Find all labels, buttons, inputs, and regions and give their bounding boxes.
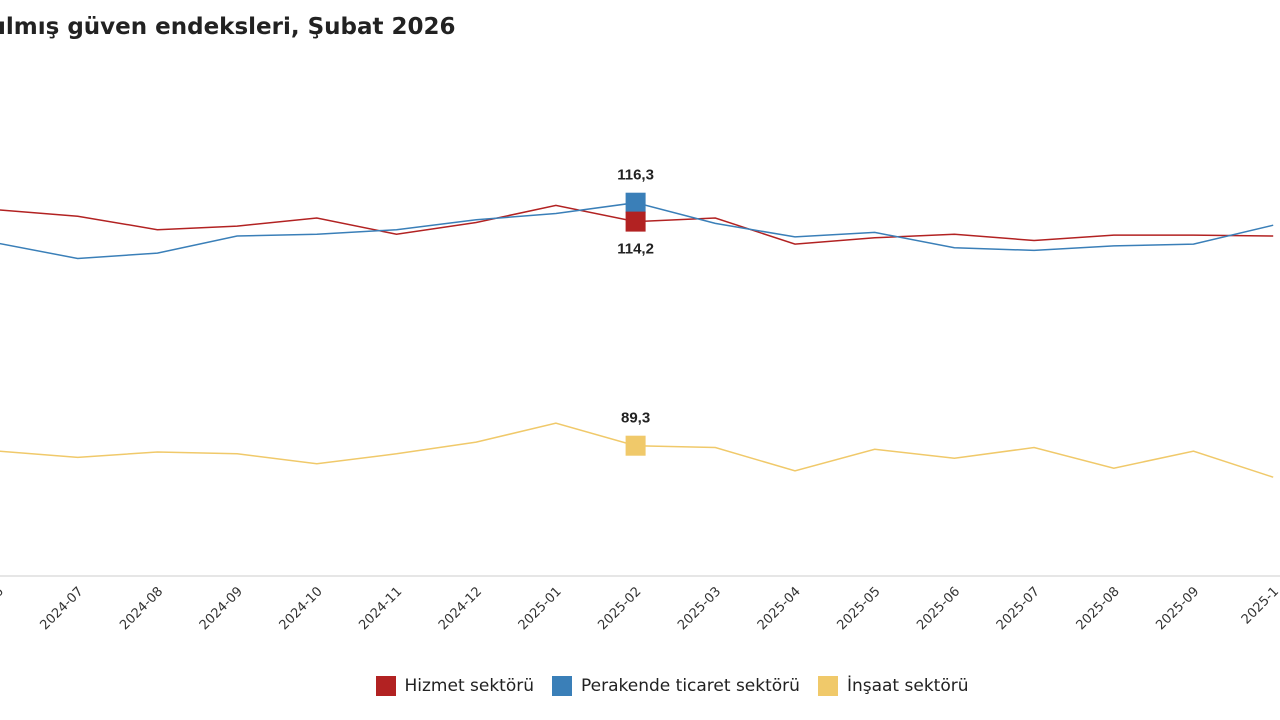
legend-item-hizmet[interactable]: Hizmet sektörü [375, 676, 535, 696]
x-tick-label: 2025-01 [516, 584, 565, 633]
x-tick-label: 2025-07 [994, 584, 1043, 633]
highlight-marker-0[interactable] [625, 192, 646, 213]
x-tick-label: 2024-10 [277, 584, 326, 633]
x-tick-label: 4-06 [0, 584, 7, 615]
x-tick-label: 2024-07 [38, 584, 87, 633]
legend-item-insaat[interactable]: İnşaat sektörü [817, 676, 969, 696]
x-tick-label: 2025-05 [835, 584, 884, 633]
data-label-2: 89,3 [621, 410, 650, 427]
legend-label-insaat: İnşaat sektörü [846, 676, 969, 696]
x-tick-label: 2025-03 [675, 584, 724, 633]
legend-label-perakende: Perakende ticaret sektörü [581, 676, 800, 696]
x-tick-label: 2025-08 [1074, 584, 1123, 633]
marker-layer: 116,3 114,2 89,3 [617, 167, 654, 456]
x-tick-label: 2025-04 [755, 584, 804, 633]
legend: Hizmet sektörü Perakende ticaret sektörü… [0, 676, 1280, 696]
chart-title: ılmış güven endeksleri, Şubat 2026 [0, 14, 456, 40]
data-label-0: 116,3 [617, 167, 654, 184]
x-tick-label: 2025-1 [1239, 584, 1280, 627]
x-tick-label: 2024-12 [436, 584, 485, 633]
x-tick-label: 2024-08 [117, 584, 166, 633]
x-tick-label: 2024-09 [197, 584, 246, 633]
legend-swatch-perakende [552, 676, 573, 696]
x-tick-label: 2025-06 [914, 584, 963, 633]
data-label-1: 114,2 [617, 241, 654, 258]
legend-swatch-hizmet [375, 676, 396, 696]
x-tick-label: 2024-11 [356, 584, 405, 633]
legend-swatch-insaat [817, 676, 838, 696]
highlight-marker-1[interactable] [625, 211, 646, 232]
highlight-marker-2[interactable] [625, 435, 646, 456]
legend-item-perakende[interactable]: Perakende ticaret sektörü [552, 676, 800, 696]
x-tick-labels: 4-06 2024-07 2024-08 2024-09 2024-10 2024-11 2… [0, 584, 1280, 633]
legend-label-hizmet: Hizmet sektörü [404, 676, 535, 696]
x-tick-label: 2025-09 [1153, 584, 1202, 633]
line-chart: 116,3 114,2 89,3 4-06 2024-07 2024-08 2024-09… [0, 167, 1280, 633]
x-tick-label: 2025-02 [595, 584, 644, 633]
